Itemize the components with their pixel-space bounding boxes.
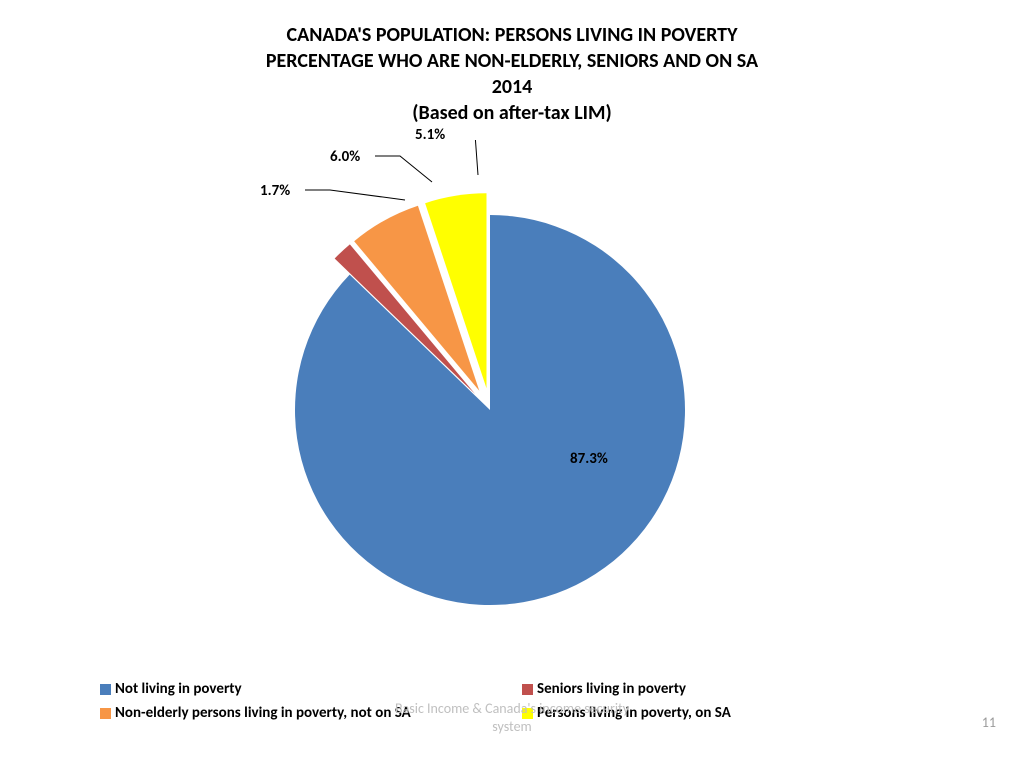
pie-chart: 87.3%1.7%6.0%5.1% [0,140,1024,660]
legend-item: Seniors living in poverty [522,680,944,698]
legend-swatch [522,684,533,695]
title-line-3: 2014 [0,74,1024,100]
legend-item: Not living in poverty [100,680,522,698]
title-line-2: PERCENTAGE WHO ARE NON-ELDERLY, SENIORS … [0,48,1024,74]
title-line-1: CANADA'S POPULATION: PERSONS LIVING IN P… [0,22,1024,48]
slice-value-label: 5.1% [415,126,445,144]
slice-value-label: 1.7% [260,182,290,200]
leader-line [475,140,497,175]
footer-watermark: Basic Income & Canada's income security … [0,700,1024,735]
page-number: 11 [982,714,996,731]
footer-line-1: Basic Income & Canada's income security [395,700,629,717]
footer-line-2: system [492,718,531,735]
chart-title: CANADA'S POPULATION: PERSONS LIVING IN P… [0,0,1024,126]
leader-line [305,190,405,200]
pie-svg [0,140,1024,660]
title-line-4: (Based on after-tax LIM) [0,100,1024,126]
slice-value-label: 6.0% [330,148,360,166]
leader-line [375,156,432,182]
legend-label: Seniors living in poverty [537,680,686,698]
slice-value-label: 87.3% [570,450,608,468]
legend-label: Not living in poverty [115,680,242,698]
legend-swatch [100,684,111,695]
